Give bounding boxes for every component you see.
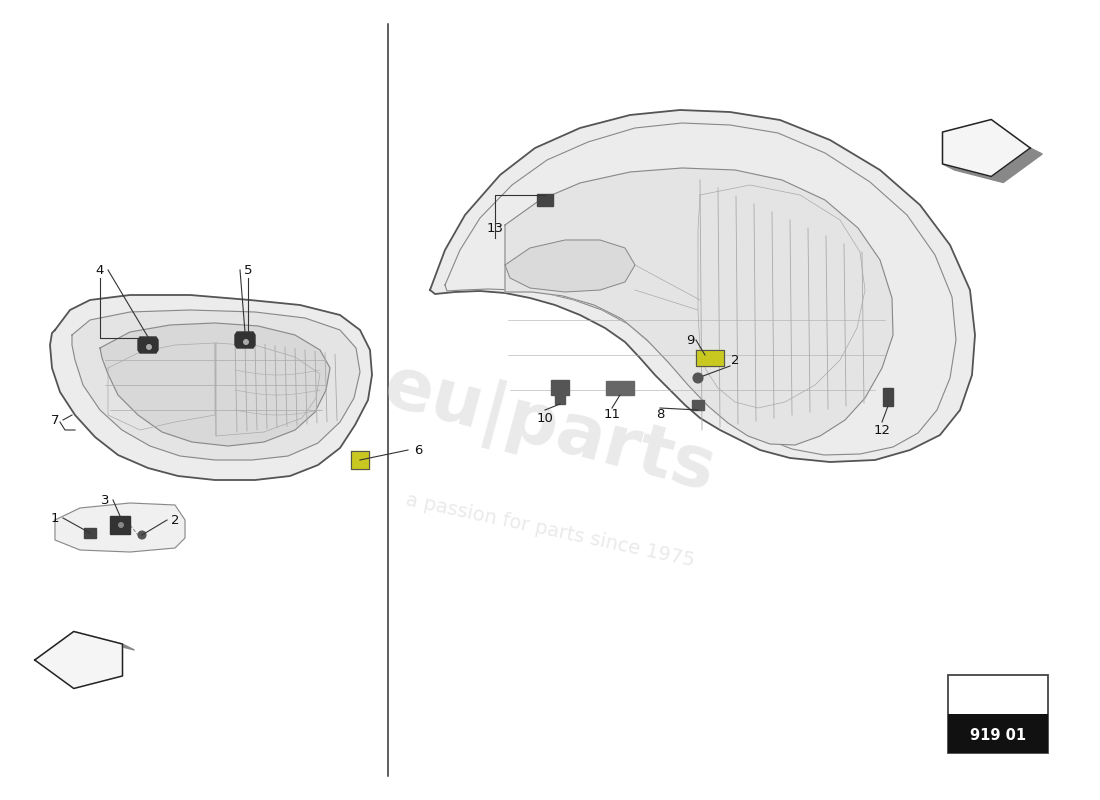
Text: 2: 2 bbox=[170, 514, 179, 526]
Polygon shape bbox=[84, 528, 96, 538]
Text: 6: 6 bbox=[414, 443, 422, 457]
Polygon shape bbox=[100, 323, 330, 446]
Circle shape bbox=[118, 522, 124, 528]
Polygon shape bbox=[537, 194, 553, 206]
Polygon shape bbox=[72, 310, 360, 460]
Polygon shape bbox=[138, 337, 158, 353]
Polygon shape bbox=[556, 395, 565, 404]
Text: 1: 1 bbox=[51, 511, 59, 525]
Polygon shape bbox=[692, 400, 704, 410]
Text: 2: 2 bbox=[730, 354, 739, 366]
Text: 7: 7 bbox=[51, 414, 59, 426]
Polygon shape bbox=[351, 451, 369, 469]
Text: 919 01: 919 01 bbox=[970, 728, 1026, 743]
Text: 3: 3 bbox=[101, 494, 109, 506]
Polygon shape bbox=[430, 110, 975, 462]
Text: 5: 5 bbox=[244, 263, 252, 277]
Circle shape bbox=[693, 373, 703, 383]
Text: 9: 9 bbox=[685, 334, 694, 346]
Polygon shape bbox=[110, 516, 130, 534]
Circle shape bbox=[146, 344, 152, 350]
Polygon shape bbox=[35, 631, 122, 689]
Text: a passion for parts since 1975: a passion for parts since 1975 bbox=[404, 490, 696, 570]
Text: eu|parts: eu|parts bbox=[376, 352, 724, 508]
Text: 10: 10 bbox=[537, 411, 553, 425]
Polygon shape bbox=[505, 240, 635, 292]
Bar bbox=[948, 675, 1048, 753]
Polygon shape bbox=[696, 350, 724, 366]
Polygon shape bbox=[505, 168, 893, 445]
Bar bbox=[948, 714, 1048, 753]
Circle shape bbox=[138, 531, 146, 539]
Polygon shape bbox=[943, 148, 1043, 182]
Polygon shape bbox=[235, 332, 255, 348]
Polygon shape bbox=[55, 503, 185, 552]
Text: 12: 12 bbox=[873, 423, 891, 437]
Polygon shape bbox=[551, 380, 569, 395]
Text: 4: 4 bbox=[96, 263, 104, 277]
Text: 13: 13 bbox=[486, 222, 504, 234]
Polygon shape bbox=[50, 295, 372, 480]
Polygon shape bbox=[35, 631, 134, 666]
Polygon shape bbox=[883, 388, 893, 406]
Text: 11: 11 bbox=[604, 409, 620, 422]
Text: 8: 8 bbox=[656, 409, 664, 422]
Polygon shape bbox=[606, 381, 634, 395]
Circle shape bbox=[243, 339, 249, 345]
Polygon shape bbox=[943, 119, 1031, 177]
